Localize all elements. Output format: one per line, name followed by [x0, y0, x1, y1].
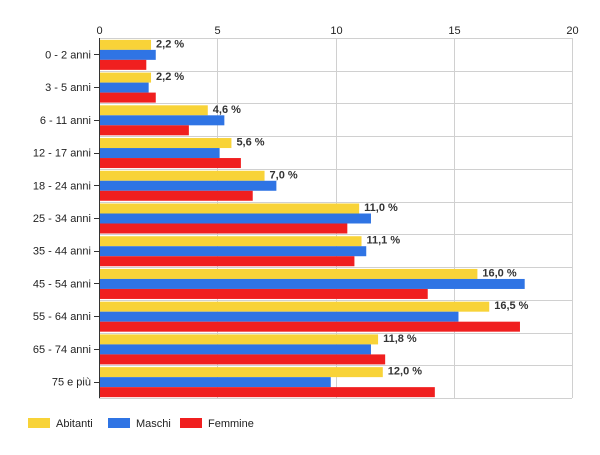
data-label: 16,0 % — [482, 267, 516, 279]
data-label: 11,0 % — [364, 202, 398, 214]
legend-swatch-maschi — [108, 418, 130, 428]
data-label: 7,0 % — [270, 169, 298, 181]
bar-maschi-10 — [100, 377, 331, 388]
bar-abitanti-0 — [100, 39, 152, 50]
legend-swatch-femmine — [180, 418, 202, 428]
category-label: 45 - 54 anni — [33, 278, 91, 290]
bar-maschi-3 — [100, 148, 220, 159]
bar-abitanti-7 — [100, 268, 478, 279]
bar-femmine-6 — [100, 256, 355, 267]
category-label: 65 - 74 anni — [33, 344, 91, 356]
bar-femmine-3 — [100, 158, 241, 169]
bar-maschi-7 — [100, 278, 525, 289]
bar-abitanti-5 — [100, 203, 360, 214]
data-label: 2,2 % — [156, 38, 184, 50]
legend-label-maschi: Maschi — [136, 418, 171, 430]
bar-maschi-0 — [100, 49, 156, 60]
data-label: 12,0 % — [388, 366, 422, 378]
bar-abitanti-3 — [100, 138, 232, 149]
data-label: 11,1 % — [367, 235, 401, 247]
bar-femmine-0 — [100, 59, 147, 70]
bars — [100, 39, 525, 398]
bar-femmine-8 — [100, 321, 520, 332]
bar-maschi-8 — [100, 311, 459, 322]
axes: 0 5 10 15 20 — [94, 25, 579, 398]
bar-maschi-1 — [100, 82, 149, 93]
x-tick-label: 20 — [566, 25, 578, 37]
x-tick-label: 0 — [96, 25, 102, 37]
bar-maschi-2 — [100, 115, 225, 126]
category-label: 25 - 34 anni — [33, 213, 91, 225]
legend-label-abitanti: Abitanti — [56, 418, 93, 430]
x-tick-label: 5 — [214, 25, 220, 37]
legend-swatch-abitanti — [28, 418, 50, 428]
bar-abitanti-4 — [100, 170, 265, 181]
bar-abitanti-10 — [100, 367, 383, 378]
bar-femmine-10 — [100, 387, 435, 398]
bar-abitanti-2 — [100, 105, 208, 116]
bar-femmine-2 — [100, 125, 189, 136]
data-label: 5,6 % — [236, 137, 264, 149]
category-label: 35 - 44 anni — [33, 246, 91, 258]
legend: Abitanti Maschi Femmine — [28, 418, 254, 430]
bar-maschi-6 — [100, 246, 367, 257]
category-label: 18 - 24 anni — [33, 180, 91, 192]
category-label: 55 - 64 anni — [33, 311, 91, 323]
bar-femmine-1 — [100, 92, 156, 103]
data-label: 11,8 % — [383, 333, 417, 345]
bar-abitanti-9 — [100, 334, 379, 345]
x-tick-label: 15 — [448, 25, 460, 37]
bar-maschi-9 — [100, 344, 371, 355]
gridlines — [99, 38, 573, 399]
bar-femmine-5 — [100, 223, 348, 234]
data-label: 16,5 % — [494, 300, 528, 312]
bar-abitanti-6 — [100, 236, 362, 247]
x-tick-label: 10 — [330, 25, 342, 37]
bar-abitanti-8 — [100, 301, 490, 312]
category-label: 0 - 2 anni — [45, 49, 91, 61]
bar-femmine-4 — [100, 190, 253, 201]
category-label: 6 - 11 anni — [40, 115, 91, 127]
data-label: 4,6 % — [213, 104, 241, 116]
legend-label-femmine: Femmine — [208, 418, 254, 430]
category-label: 3 - 5 anni — [45, 82, 91, 94]
category-label: 12 - 17 anni — [33, 148, 91, 160]
data-label: 2,2 % — [156, 71, 184, 83]
bar-maschi-4 — [100, 180, 277, 191]
bar-abitanti-1 — [100, 72, 152, 83]
bar-maschi-5 — [100, 213, 371, 224]
bar-femmine-9 — [100, 354, 386, 365]
bar-femmine-7 — [100, 288, 428, 299]
labels: 0 - 2 anni 2,2 % 3 - 5 anni 2,2 % 6 - 11 ann… — [33, 38, 529, 388]
category-label: 75 e più — [52, 377, 91, 389]
